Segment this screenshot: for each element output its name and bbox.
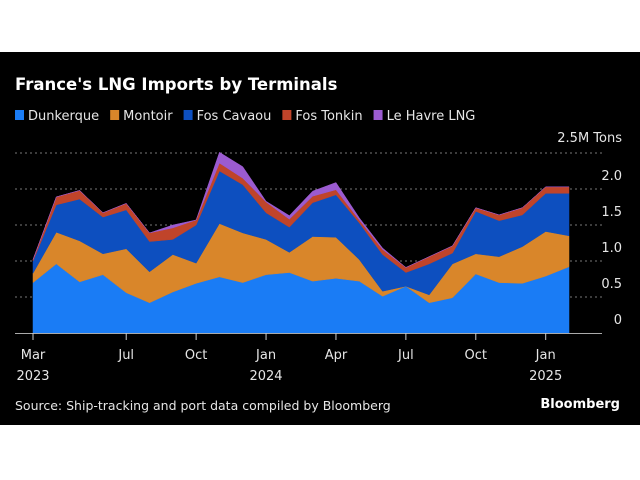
legend-label: Fos Cavaou: [197, 109, 272, 124]
x-tick-year: 2025: [529, 369, 562, 384]
x-tick-label: Mar: [21, 348, 46, 363]
legend-swatch: [373, 110, 383, 120]
legend-swatch: [282, 110, 292, 120]
y-tick-label: 2.0: [601, 169, 622, 184]
x-tick-label: Oct: [465, 348, 487, 363]
x-tick-label: Jul: [397, 348, 414, 363]
x-tick-year: 2023: [16, 369, 49, 384]
gridlines: 0 0.5 1.0 1.5 2.0: [15, 152, 622, 328]
chart-title: France's LNG Imports by Terminals: [15, 75, 338, 94]
source-note: Source: Ship-tracking and port data comp…: [15, 398, 391, 413]
x-tick-label: Jan: [535, 348, 556, 363]
areas: [32, 151, 570, 334]
y-tick-label: 1.0: [601, 241, 622, 256]
x-tick-label: Oct: [185, 348, 207, 363]
legend-label: Montoir: [123, 109, 173, 124]
legend-label: Fos Tonkin: [295, 109, 362, 124]
axes: Mar 2023 Jul Oct Jan 2024 Apr Jul Oct Jan 2025: [15, 333, 602, 384]
bloomberg-logo: Bloomberg: [540, 397, 620, 412]
y-tick-label: 0.5: [601, 277, 622, 292]
x-tick-label: Apr: [325, 348, 348, 363]
legend-swatch: [110, 110, 120, 120]
legend-swatch: [15, 110, 24, 120]
y-tick-label: 0: [614, 313, 622, 328]
x-tick-label: Jul: [117, 348, 134, 363]
legend-label: Dunkerque: [28, 109, 99, 124]
x-tick-label: Jan: [255, 348, 276, 363]
area-le-havre-lng: [32, 151, 569, 268]
y-tick-label: 1.5: [601, 205, 622, 220]
unit-label: 2.5M Tons: [557, 131, 622, 146]
legend-label: Le Havre LNG: [387, 109, 476, 124]
legend-swatch: [183, 110, 193, 120]
legend: Dunkerque Montoir Fos Cavaou Fos Tonkin Le H…: [15, 109, 475, 124]
x-tick-year: 2024: [249, 369, 282, 384]
